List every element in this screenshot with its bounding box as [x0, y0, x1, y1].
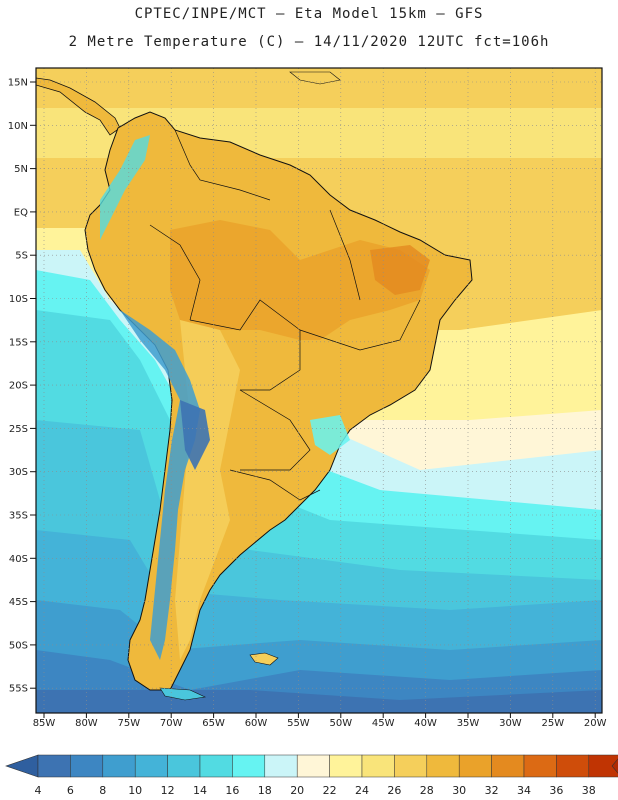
- colorbar-tick: 18: [258, 784, 272, 797]
- lon-label: 75W: [117, 718, 140, 729]
- lat-label: 25S: [9, 424, 28, 435]
- colorbar-tick: 16: [225, 784, 239, 797]
- colorbar-high-arrow: [611, 758, 618, 774]
- colorbar: 4 6 8 10 12 14 16 18 20 22 24 26 28 30 32 34 36 38: [5, 754, 618, 797]
- colorbar-swatch: [37, 754, 71, 778]
- lon-label: 65W: [202, 718, 225, 729]
- colorbar-swatch: [102, 754, 136, 778]
- lon-label: 80W: [75, 718, 98, 729]
- colorbar-tick: 24: [355, 784, 369, 797]
- colorbar-swatch: [167, 754, 201, 778]
- lat-label: 10N: [8, 121, 28, 132]
- lat-label: 5N: [14, 164, 28, 175]
- lon-label: 45W: [372, 718, 395, 729]
- colorbar-tick: 6: [67, 784, 74, 797]
- graticule: [30, 68, 602, 718]
- colorbar-swatch: [556, 754, 590, 778]
- colorbar-swatch: [264, 754, 298, 778]
- lat-label: 35S: [9, 511, 28, 522]
- colorbar-swatch: [199, 754, 233, 778]
- lat-label: EQ: [14, 207, 28, 218]
- colorbar-swatch: [394, 754, 428, 778]
- longitude-labels: 85W 80W 75W 70W 65W 60W 55W 50W 45W 40W 35W 30W 25W 2…: [33, 718, 607, 729]
- colorbar-tick: 30: [452, 784, 466, 797]
- lat-label: 45S: [9, 597, 28, 608]
- lat-label: 55S: [9, 684, 28, 695]
- colorbar-low-arrow: [5, 754, 39, 778]
- colorbar-swatch: [458, 754, 492, 778]
- lat-label: 20S: [9, 381, 28, 392]
- title-line-2: 2 Metre Temperature (C) – 14/11/2020 12U…: [68, 34, 550, 50]
- colorbar-tick: 34: [517, 784, 531, 797]
- colorbar-tick: 22: [323, 784, 337, 797]
- colorbar-swatch: [361, 754, 395, 778]
- lat-label: 30S: [9, 467, 28, 478]
- colorbar-tick: 38: [582, 784, 596, 797]
- lon-label: 40W: [414, 718, 437, 729]
- lat-label: 15N: [8, 78, 28, 89]
- lon-label: 25W: [541, 718, 564, 729]
- lon-label: 60W: [245, 718, 268, 729]
- colorbar-tick: 32: [485, 784, 499, 797]
- colorbar-swatch: [70, 754, 104, 778]
- lat-label: 10S: [9, 294, 28, 305]
- lat-label: 50S: [9, 640, 28, 651]
- colorbar-swatch: [491, 754, 525, 778]
- colorbar-tick: 10: [128, 784, 142, 797]
- lon-label: 55W: [287, 718, 310, 729]
- latitude-labels: 15N 10N 5N EQ 5S 10S 15S 20S 25S 30S 35S 40S 45S 50S 5…: [8, 78, 28, 695]
- colorbar-swatch: [426, 754, 460, 778]
- colorbar-tick: 28: [420, 784, 434, 797]
- colorbar-swatch: [329, 754, 363, 778]
- colorbar-tick: 4: [35, 784, 42, 797]
- colorbar-swatch: [523, 754, 557, 778]
- colorbar-tick: 12: [161, 784, 175, 797]
- map-field: [36, 68, 602, 713]
- lon-label: 35W: [457, 718, 480, 729]
- lat-label: 5S: [15, 251, 28, 262]
- colorbar-swatch: [134, 754, 168, 778]
- colorbar-tick: 36: [549, 784, 563, 797]
- lat-label: 15S: [9, 337, 28, 348]
- colorbar-tick: 8: [99, 784, 106, 797]
- lon-label: 70W: [160, 718, 183, 729]
- colorbar-swatch: [588, 754, 618, 778]
- colorbar-tick: 26: [387, 784, 401, 797]
- lon-label: 50W: [329, 718, 352, 729]
- colorbar-swatch: [296, 754, 330, 778]
- lon-label: 30W: [499, 718, 522, 729]
- title-line-1: CPTEC/INPE/MCT – Eta Model 15km – GFS: [134, 6, 484, 22]
- map-frame: [35, 67, 603, 714]
- lon-label: 20W: [584, 718, 607, 729]
- colorbar-tick: 14: [193, 784, 207, 797]
- colorbar-swatch: [232, 754, 266, 778]
- lon-label: 85W: [33, 718, 56, 729]
- lat-label: 40S: [9, 554, 28, 565]
- colorbar-tick: 20: [290, 784, 304, 797]
